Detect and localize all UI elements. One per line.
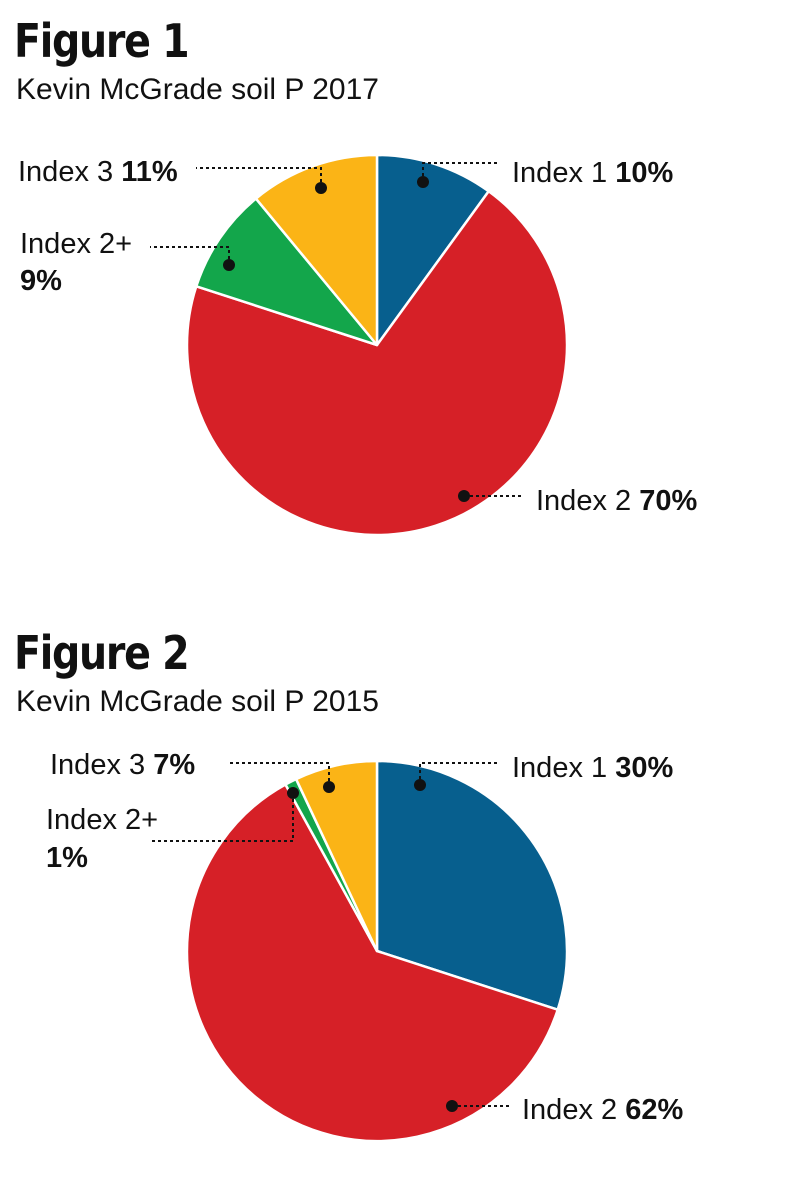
figure-subtitle: Kevin McGrade soil P 2015 — [16, 685, 379, 718]
slice-name: Index 1 — [512, 752, 615, 784]
figure-title: Figure 2 — [14, 626, 190, 680]
pie-labels: Index 1 10% Index 2 70% Index 2+ 9% Index 3 … — [18, 156, 697, 517]
slice-label: Index 2 62% — [522, 1094, 683, 1126]
pie-slices — [185, 153, 569, 537]
slice-percent: 7% — [153, 749, 195, 781]
slice-name: Index 2+ — [46, 804, 158, 836]
slice-label: Index 3 7% — [50, 749, 195, 781]
slice-name: Index 2+ — [20, 228, 132, 260]
leader-line — [419, 762, 500, 785]
leader-dot — [458, 490, 470, 502]
pie-slice-index-3 — [294, 759, 379, 953]
slice-percent: 10% — [615, 157, 673, 189]
figure-1: Figure 1 Kevin McGrade soil P 2017 Index… — [0, 0, 790, 580]
slice-percent: 62% — [625, 1094, 683, 1126]
slice-label: Index 1 10% — [512, 157, 673, 189]
pie-slice-index-2 — [185, 190, 569, 537]
leader-dot — [446, 1100, 458, 1112]
pie-slice-index-2-plus — [195, 197, 379, 347]
slice-percent: 70% — [639, 485, 697, 517]
leader-dot — [414, 779, 426, 791]
slice-label: Index 2+ 9% — [20, 228, 132, 297]
slice-name: Index 3 — [50, 749, 153, 781]
pie-slice-index-3 — [254, 153, 379, 347]
leader-line — [152, 793, 294, 842]
leader-dot — [315, 182, 327, 194]
leader-line — [228, 762, 330, 787]
slice-percent: 11% — [121, 156, 178, 188]
slice-name: Index 2 — [522, 1094, 625, 1126]
leader-dot — [323, 781, 335, 793]
leader-line — [196, 167, 322, 188]
slice-label: Index 2 70% — [536, 485, 697, 517]
figure-subtitle: Kevin McGrade soil P 2017 — [16, 73, 379, 106]
figure-title: Figure 1 — [14, 14, 190, 68]
slice-label: Index 2+ 1% — [46, 804, 158, 874]
slice-label: Index 1 30% — [512, 752, 673, 784]
pie-slice-index-1 — [375, 759, 569, 1011]
slice-name: Index 2 — [536, 485, 639, 517]
pie-slice-index-2 — [185, 783, 559, 1143]
pie-chart-2: Index 1 30% Index 2 62% Index 2+ 1% Index 3 … — [46, 749, 683, 1143]
figure-2: Figure 2 Kevin McGrade soil P 2015 Index… — [0, 612, 790, 1192]
pie-chart-1: Index 1 10% Index 2 70% Index 2+ 9% Index 3 … — [18, 153, 697, 537]
leader-dot — [223, 259, 235, 271]
slice-name: Index 3 — [18, 156, 121, 188]
slice-percent: 1% — [46, 842, 88, 874]
slice-percent: 30% — [615, 752, 673, 784]
slice-label: Index 3 11% — [18, 156, 178, 188]
slice-name: Index 1 — [512, 157, 615, 189]
leader-line — [422, 162, 500, 182]
pie-labels: Index 1 30% Index 2 62% Index 2+ 1% Index 3 … — [46, 749, 683, 1126]
leader-dot — [417, 176, 429, 188]
pie-slice-index-1 — [375, 153, 490, 347]
leader-dot — [287, 787, 299, 799]
pie-slices — [185, 759, 569, 1143]
slice-percent: 9% — [20, 265, 62, 297]
